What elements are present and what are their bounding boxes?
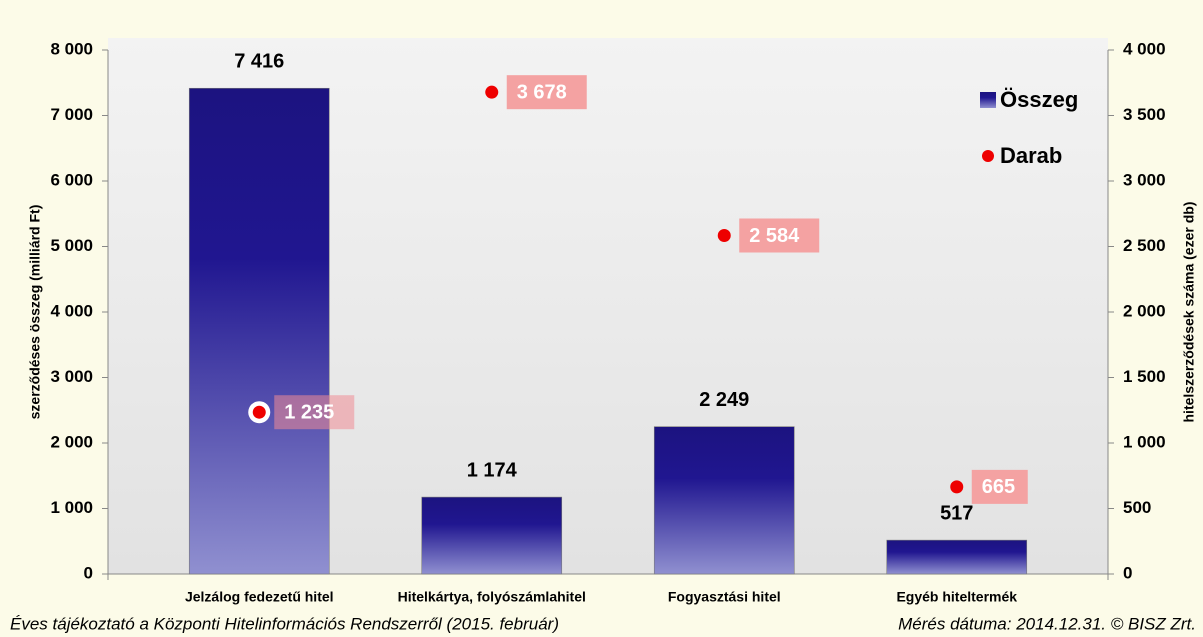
footer-right: Mérés dátuma: 2014.12.31. © BISZ Zrt. [898, 614, 1196, 633]
point [252, 405, 266, 419]
data-label: 665 [982, 476, 1015, 498]
tick-label: 3 000 [1123, 170, 1166, 189]
x-tick-label: Fogyasztási hitel [668, 589, 781, 605]
tick-label: 5 000 [50, 236, 93, 255]
tick-label: 4 000 [1123, 39, 1166, 58]
x-tick-label: Hitelkártya, folyószámlahitel [398, 589, 586, 605]
tick-label: 1 000 [50, 498, 93, 517]
bar [188, 87, 330, 575]
data-label: 3 678 [517, 81, 567, 103]
tick-label: 2 500 [1123, 236, 1166, 255]
legend-swatch [982, 150, 994, 162]
tick-label: 8 000 [50, 39, 93, 58]
tick-label: 2 000 [50, 432, 93, 451]
point [485, 85, 499, 99]
data-label-box [971, 469, 1028, 504]
point [950, 480, 964, 494]
y-axis-title: szerződéses összeg (milliárd Ft) [27, 205, 43, 420]
footer-left: Éves tájékoztató a Központi Hitelinformá… [10, 614, 559, 633]
legend-label: Összeg [1000, 87, 1078, 112]
bar [653, 426, 795, 575]
data-label: 517 [940, 502, 973, 524]
tick-label: 500 [1123, 498, 1151, 517]
data-label: 7 416 [234, 51, 284, 73]
x-tick-label: Egyéb hiteltermék [896, 589, 1017, 605]
tick-label: 6 000 [50, 170, 93, 189]
data-label: 1 235 [284, 401, 334, 423]
tick-label: 3 500 [1123, 105, 1166, 124]
tick-label: 0 [84, 563, 93, 582]
tick-label: 4 000 [50, 301, 93, 320]
legend-swatch [980, 92, 996, 108]
data-label-box [274, 395, 355, 430]
tick-label: 3 000 [50, 367, 93, 386]
point [717, 228, 731, 242]
tick-label: 1 500 [1123, 367, 1166, 386]
tick-label: 2 000 [1123, 301, 1166, 320]
data-label-box [506, 75, 587, 110]
legend-label: Darab [1000, 143, 1062, 168]
data-label: 2 249 [699, 389, 749, 411]
bar [421, 496, 563, 575]
tick-label: 0 [1123, 563, 1132, 582]
y2-axis-title: hitelszerződések száma (ezer db) [1181, 202, 1197, 423]
bar [886, 539, 1028, 575]
x-tick-label: Jelzálog fedezetű hitel [185, 589, 334, 605]
data-label: 1 174 [467, 459, 518, 481]
tick-label: 7 000 [50, 105, 93, 124]
data-label: 2 584 [749, 225, 800, 247]
data-label-box [739, 218, 820, 253]
tick-label: 1 000 [1123, 432, 1166, 451]
